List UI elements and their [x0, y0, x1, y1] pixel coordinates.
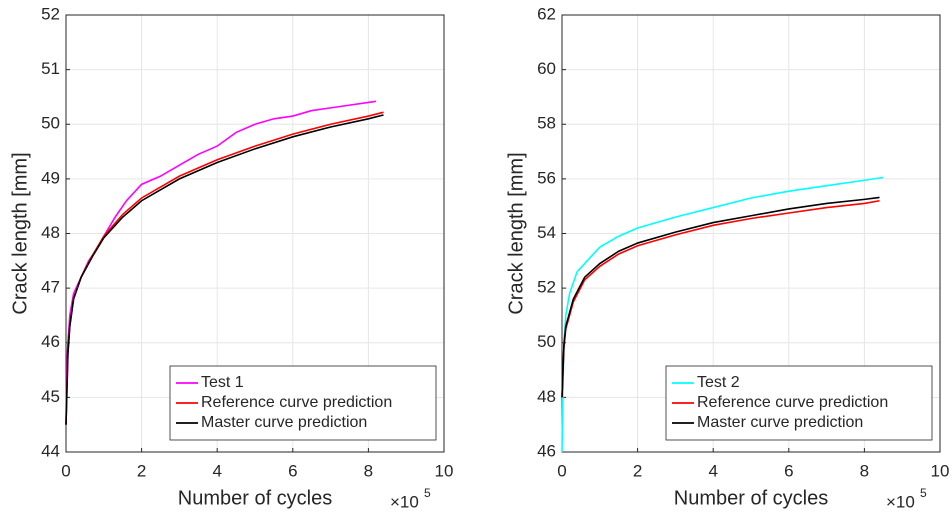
- data-line: [561, 176, 884, 453]
- y-tick-label: 49: [41, 168, 60, 187]
- y-tick-label: 58: [537, 114, 556, 133]
- data-line: [65, 114, 384, 425]
- x-multiplier-exponent: 5: [920, 486, 927, 500]
- x-tick-label: 0: [557, 461, 566, 480]
- y-tick-label: 48: [41, 223, 60, 242]
- y-tick-label: 54: [537, 223, 556, 242]
- y-axis-label: Crack length [mm]: [505, 152, 527, 314]
- legend-label: Reference curve prediction: [201, 394, 392, 411]
- y-tick-label: 52: [537, 278, 556, 297]
- x-multiplier: ×10: [390, 492, 419, 511]
- y-tick-label: 45: [41, 387, 60, 406]
- legend-label: Test 2: [697, 374, 740, 391]
- x-tick-label: 4: [708, 461, 717, 480]
- axes-box: [561, 14, 941, 453]
- x-axis-label: Number of cycles: [178, 487, 333, 509]
- y-tick-label: 62: [537, 4, 556, 23]
- y-tick-label: 60: [537, 59, 556, 78]
- y-tick-label: 50: [41, 114, 60, 133]
- legend-label: Test 1: [201, 374, 244, 391]
- y-tick-label: 50: [537, 332, 556, 351]
- axes-box: [65, 14, 445, 453]
- x-tick-label: 6: [288, 461, 297, 480]
- x-multiplier: ×10: [886, 492, 915, 511]
- legend-label: Master curve prediction: [697, 414, 863, 431]
- data-line: [65, 100, 377, 425]
- y-axis-label: Crack length [mm]: [9, 152, 31, 314]
- y-tick-label: 44: [41, 441, 60, 460]
- x-tick-label: 0: [61, 461, 70, 480]
- legend-box: [665, 365, 933, 441]
- y-tick-label: 47: [41, 278, 60, 297]
- legend-label: Reference curve prediction: [697, 394, 888, 411]
- legend-label: Master curve prediction: [201, 414, 367, 431]
- x-tick-label: 2: [633, 461, 642, 480]
- x-axis-label: Number of cycles: [674, 487, 829, 509]
- y-tick-label: 46: [537, 441, 556, 460]
- data-line: [561, 196, 880, 398]
- legend: Test 1 Reference curve prediction Master c…: [169, 365, 437, 441]
- x-tick-label: 4: [212, 461, 221, 480]
- legend: Test 2 Reference curve prediction Master c…: [665, 365, 933, 441]
- y-tick-label: 46: [41, 332, 60, 351]
- y-tick-label: 48: [537, 387, 556, 406]
- y-tick-label: 56: [537, 168, 556, 187]
- x-tick-label: 10: [931, 461, 950, 480]
- x-tick-label: 6: [784, 461, 793, 480]
- legend-box: [169, 365, 437, 441]
- x-tick-label: 8: [364, 461, 373, 480]
- x-multiplier-exponent: 5: [424, 486, 431, 500]
- x-tick-label: 10: [435, 461, 454, 480]
- x-tick-label: 2: [137, 461, 146, 480]
- y-tick-label: 52: [41, 4, 60, 23]
- y-tick-label: 51: [41, 59, 60, 78]
- x-tick-label: 8: [860, 461, 869, 480]
